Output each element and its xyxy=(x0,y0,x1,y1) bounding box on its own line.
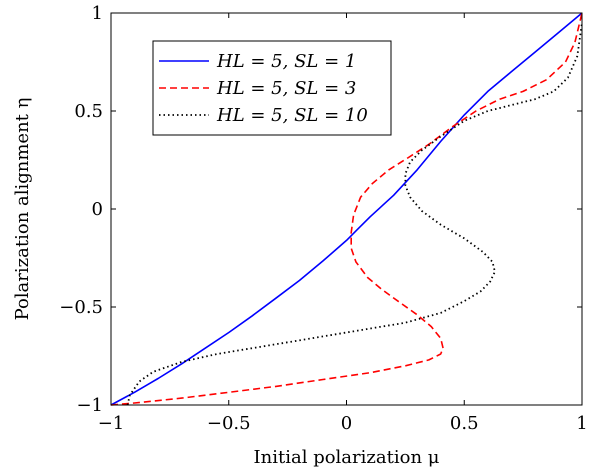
x-tick-label: 1 xyxy=(576,413,587,434)
ticks-layer: −1 −0.5 0 0.5 1 −1 −0.5 0 0.5 1 xyxy=(59,3,587,434)
series-line-3 xyxy=(126,22,583,406)
series-layer xyxy=(110,12,583,406)
legend-label-1: HL = 5, SL = 1 xyxy=(216,51,356,72)
series-line-1 xyxy=(110,12,583,406)
legend-box xyxy=(152,40,392,136)
x-tick-label: 0.5 xyxy=(450,413,479,434)
legend: HL = 5, SL = 1 HL = 5, SL = 3 HL = 5, SL =… xyxy=(152,40,392,136)
series-line-2 xyxy=(110,12,583,406)
x-tick-label: −0.5 xyxy=(207,413,251,434)
legend-label-3: HL = 5, SL = 10 xyxy=(216,105,368,126)
y-tick-label: 1 xyxy=(92,3,103,24)
y-tick-label: −0.5 xyxy=(59,297,103,318)
y-tick-label: 0 xyxy=(92,199,103,220)
y-tick-label: −1 xyxy=(76,395,103,416)
y-axis-label: Polarization alignment η xyxy=(12,98,33,321)
x-tick-label: 0 xyxy=(341,413,352,434)
x-tick-label: −1 xyxy=(98,413,125,434)
legend-label-2: HL = 5, SL = 3 xyxy=(216,78,356,99)
y-tick-label: 0.5 xyxy=(74,101,103,122)
x-axis-label: Initial polarization μ xyxy=(254,447,440,468)
